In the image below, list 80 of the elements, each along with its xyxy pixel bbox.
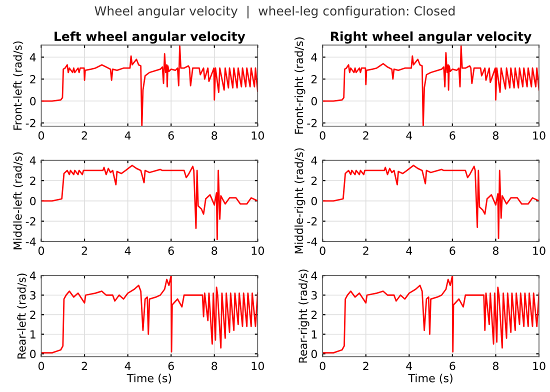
line-series [41,276,258,354]
x-tick-label: 2 [82,362,87,370]
x-tick-label: 4 [406,131,412,140]
x-tick-label: 0 [320,362,326,370]
y-tick-label: 0 [30,96,36,106]
x-tick-label: 0 [38,246,44,255]
x-tick-label: 2 [82,131,87,140]
y-tick-label: 0 [311,196,317,206]
y-tick-label: 0 [30,350,36,358]
y-axis-title: Middle-right (rad/s) [294,148,306,254]
x-axis-title: Time (s) [408,374,452,384]
x-tick-label: 10 [252,246,264,255]
y-axis-title: Front-left (rad/s) [13,41,24,130]
x-tick-label: 8 [212,131,218,140]
text: Wheel angular velocity | wheel-leg configuration: Closed [94,6,455,18]
y-tick-label: 2 [30,176,36,185]
x-tick-label: 10 [252,131,264,140]
x-axis-title: Time (s) [126,374,172,384]
x-tick-label: 6 [450,246,456,255]
x-tick-label: 4 [406,246,412,255]
chart-title: Left wheel angular velocity [54,31,246,44]
y-tick-label: -2 [307,217,317,226]
y-tick-label: 4 [311,156,318,165]
y-tick-label: -2 [26,217,36,226]
y-axis-title: Rear-right (rad/s) [298,270,310,363]
x-tick-label: 2 [363,362,368,370]
y-tick-label: 2 [311,176,317,185]
x-tick-label: 8 [492,131,498,140]
y-tick-label: 2 [30,75,36,84]
y-axis-title: Rear-left (rad/s) [17,274,28,358]
x-tick-label: 4 [124,131,131,140]
y-tick-label: 4 [30,53,36,62]
y-tick-label: -4 [26,238,36,246]
x-tick-label: 10 [533,362,546,370]
x-tick-label: 2 [363,246,368,255]
y-tick-label: 0 [30,196,36,206]
y-tick-label: 2 [30,310,36,319]
y-tick-label: 3 [312,291,317,300]
x-tick-label: 6 [450,131,456,140]
y-tick-label: 4 [311,53,318,62]
y-tick-label: -2 [307,118,317,128]
x-tick-label: 0 [38,131,44,140]
y-tick-label: 0 [311,350,317,358]
y-tick-label: 3 [30,291,36,300]
x-tick-label: 4 [124,362,131,370]
x-tick-label: 8 [212,362,218,370]
y-tick-label: -2 [26,118,36,128]
x-tick-label: 4 [124,246,131,255]
y-tick-label: 4 [30,272,36,280]
x-tick-label: 0 [38,362,44,370]
y-axis-title: Middle-left (rad/s) [13,152,24,250]
y-tick-label: 0 [311,96,317,106]
x-tick-label: 8 [492,362,498,370]
x-tick-label: 6 [168,362,174,370]
line-series [322,45,539,126]
x-tick-label: 6 [168,131,174,140]
x-tick-label: 6 [450,362,456,370]
y-tick-label: 2 [311,75,317,84]
line-series [322,164,539,240]
x-tick-label: 10 [533,131,546,140]
x-tick-label: 8 [212,246,218,255]
y-tick-label: 4 [30,156,36,165]
y-tick-label: 1 [30,330,36,338]
line-series [322,276,539,354]
y-tick-label: -4 [307,238,318,246]
y-tick-label: 2 [311,310,317,319]
line-series [41,45,258,126]
x-tick-label: 2 [82,246,87,255]
chart-title: Right wheel angular velocity [331,31,532,44]
x-tick-label: 10 [252,362,264,370]
x-tick-label: 10 [533,246,546,255]
x-tick-label: 4 [406,362,412,370]
y-tick-label: 4 [311,272,318,280]
x-tick-label: 0 [320,246,326,255]
x-tick-label: 0 [320,131,326,140]
y-tick-label: 1 [312,330,317,338]
x-tick-label: 6 [168,246,174,255]
x-tick-label: 8 [492,246,498,255]
y-axis-title: Front-right (rad/s) [294,37,306,134]
x-tick-label: 2 [363,131,368,140]
